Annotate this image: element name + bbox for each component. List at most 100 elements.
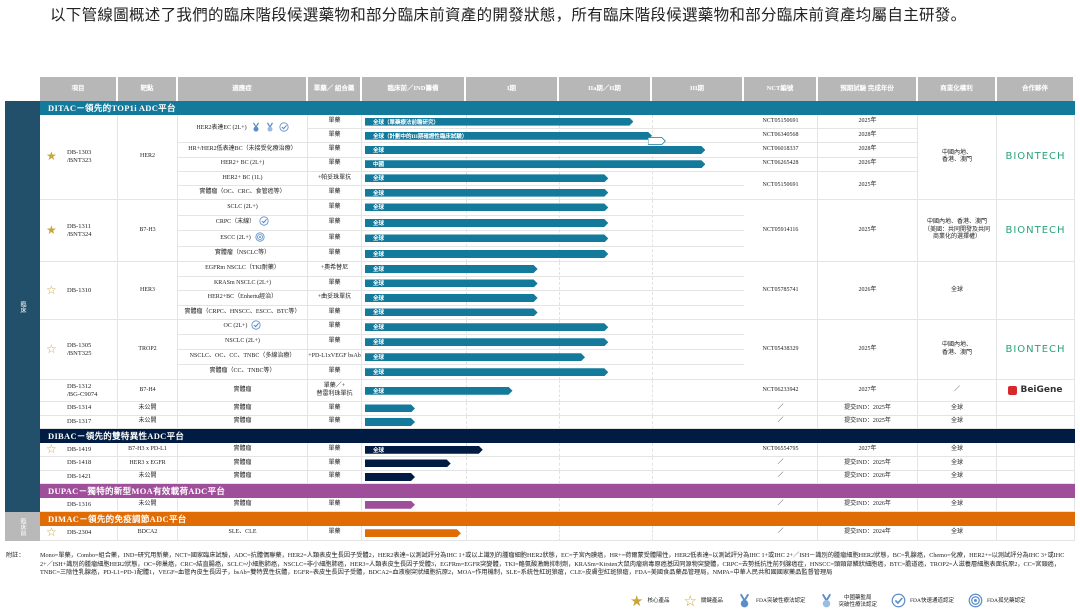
core-product-star-icon: ★ xyxy=(46,149,57,164)
combo-cell: 單藥 xyxy=(308,305,362,321)
legend-label: 核心產品 xyxy=(647,598,670,604)
legend-item: FDA突破性療法認定 xyxy=(737,593,805,610)
legend: ★ 核心產品 ☆ 關鍵產品 FDA突破性療法認定 中國藥監局 突破性療法認定 FDA快速通道… xyxy=(630,592,1026,611)
phase-divider xyxy=(466,320,467,381)
progress-bar: 全球 xyxy=(365,234,608,242)
row-line xyxy=(362,172,744,186)
partner-cell xyxy=(997,498,1075,513)
target-cell: B7-H3 xyxy=(118,200,178,263)
progress-bar: 全球 xyxy=(365,219,608,227)
partner-cell: BIONTECH xyxy=(997,320,1075,381)
nmpa-breakthrough-icon xyxy=(819,593,834,610)
phase-divider xyxy=(466,526,467,542)
row-line xyxy=(362,306,744,321)
progress-bar: 中國 xyxy=(365,160,705,168)
commercial-rights-cell: 全球 xyxy=(918,498,997,513)
combo-cell: 單藥／+ 替雷利珠單抗 xyxy=(308,380,362,403)
combo-cell: 單藥 xyxy=(308,415,362,430)
row-line xyxy=(362,277,744,292)
combo-cell: +帕妥珠單抗 xyxy=(308,171,362,186)
target-cell: HER2 xyxy=(118,115,178,201)
indication-label: 實體瘤 xyxy=(233,445,252,452)
nct-cell: ／ xyxy=(744,498,818,513)
phase-divider xyxy=(559,115,560,201)
fda-fast-track-icon xyxy=(251,320,262,334)
row-line xyxy=(362,365,744,381)
phase-divider xyxy=(652,200,653,263)
product-id: DB-1418 xyxy=(67,459,92,467)
side-label-preclinical: 臨床前 xyxy=(5,512,40,542)
combo-cell: 單藥 xyxy=(308,215,362,232)
combo-cell: 單藥 xyxy=(308,443,362,458)
combo-cell: +PD-L1xVEGF bsAb xyxy=(308,350,362,366)
indication-label: 實體瘤（OC、CRC、食管癌等） xyxy=(199,188,286,195)
product-cell: DB-1316 xyxy=(40,498,118,513)
target-cell: BDCA2 xyxy=(118,526,178,542)
product-id: DB-1419 xyxy=(67,445,92,453)
phase-divider xyxy=(466,402,467,416)
progress-bar: 全球 xyxy=(365,294,538,302)
pipeline-chart: 項目 靶點 適應症 單藥／ 組合藥 臨床前／IND籌備 I期 IIa期／II期 III期 NCT… xyxy=(5,77,1075,542)
indication-cell: NSCLC、OC、CC、TNBC（多線治療） xyxy=(178,350,308,366)
side-label-clinical: 臨床 xyxy=(5,101,40,512)
combo-cell: +奧希替尼 xyxy=(308,262,362,277)
partner-cell xyxy=(997,262,1075,321)
partner-cell xyxy=(997,470,1075,485)
phase-divider xyxy=(466,200,467,263)
progress-bar xyxy=(365,404,415,412)
legend-item: ★ 核心產品 xyxy=(630,592,669,611)
commercial-rights-cell: 全球 xyxy=(918,262,997,321)
product-cell: ☆ DB-1310 xyxy=(40,262,118,321)
indication-label: ESCC (2L+) xyxy=(220,234,251,241)
nct-cell: ／ xyxy=(744,526,818,542)
progress-bar: 全球 xyxy=(365,323,608,331)
key-product-star-icon: ☆ xyxy=(46,441,57,456)
combo-cell: 單藥 xyxy=(308,365,362,381)
product-cell: ☆ DB-1305 /BNT325 xyxy=(40,320,118,381)
progress-bar: 全球 xyxy=(365,368,608,376)
target-cell: 未公開 xyxy=(118,402,178,416)
row-line xyxy=(362,457,744,471)
nct-cell: NCT06554795 xyxy=(744,443,818,458)
partner-cell xyxy=(997,457,1075,471)
row-line xyxy=(362,143,744,158)
commercial-rights-cell: 全球 xyxy=(918,415,997,430)
key-star-icon: ☆ xyxy=(683,594,697,610)
product-cell: DB-1317 xyxy=(40,415,118,430)
header-4: 臨床前／IND籌備 xyxy=(362,77,466,101)
progress-bar: 全球 xyxy=(365,387,513,395)
header-3: 單藥／ 組合藥 xyxy=(308,77,362,101)
indication-cell: 實體瘤（CRPC、HNSCC、ESCC、BTC等） xyxy=(178,305,308,321)
product-id: DB-2304 xyxy=(67,529,92,537)
nct-cell: ／ xyxy=(744,457,818,471)
row-line xyxy=(362,200,744,216)
intro-paragraph: 以下管線圖概述了我們的臨床階段候選藥物和部分臨床前資產的開發狀態，所有臨床階段候… xyxy=(50,7,967,24)
indication-label: HER2+ BC (1L) xyxy=(222,174,263,181)
indication-cell: NSCLC (2L+) xyxy=(178,335,308,351)
row-line xyxy=(362,247,744,263)
nct-cell: NCT05150691 xyxy=(744,115,818,130)
target-cell: 未公開 xyxy=(118,415,178,430)
combo-cell: 單藥 xyxy=(308,115,362,130)
product-cell: DB-1314 xyxy=(40,402,118,416)
indication-cell: ESCC (2L+) xyxy=(178,231,308,247)
progress-bar: 全球 xyxy=(365,174,608,182)
phase-divider xyxy=(559,498,560,513)
indication-cell: HER2表達EC (2L+) xyxy=(178,115,308,144)
progress-bar: 全球 xyxy=(365,279,538,287)
legend-item: FDA孤兒藥認定 xyxy=(968,593,1026,610)
completion-year-cell: 2025年 xyxy=(818,115,918,130)
progress-bar xyxy=(365,418,415,426)
fda-breakthrough-icon xyxy=(251,122,261,136)
indication-label: SLE、CLE xyxy=(228,529,257,536)
progress-bar: 全球（單藥療法前瞻研究） xyxy=(365,118,633,126)
phase-divider xyxy=(652,526,653,542)
progress-bar: 全球 xyxy=(365,250,608,258)
row-line xyxy=(362,291,744,306)
target-cell: HER3 xyxy=(118,262,178,321)
legend-label: FDA孤兒藥認定 xyxy=(986,598,1026,604)
phase-divider xyxy=(559,380,560,403)
indication-cell: HR+/HER2低表達BC（未接受化療治療） xyxy=(178,143,308,158)
phase-divider xyxy=(559,262,560,321)
nct-cell: ／ xyxy=(744,470,818,485)
